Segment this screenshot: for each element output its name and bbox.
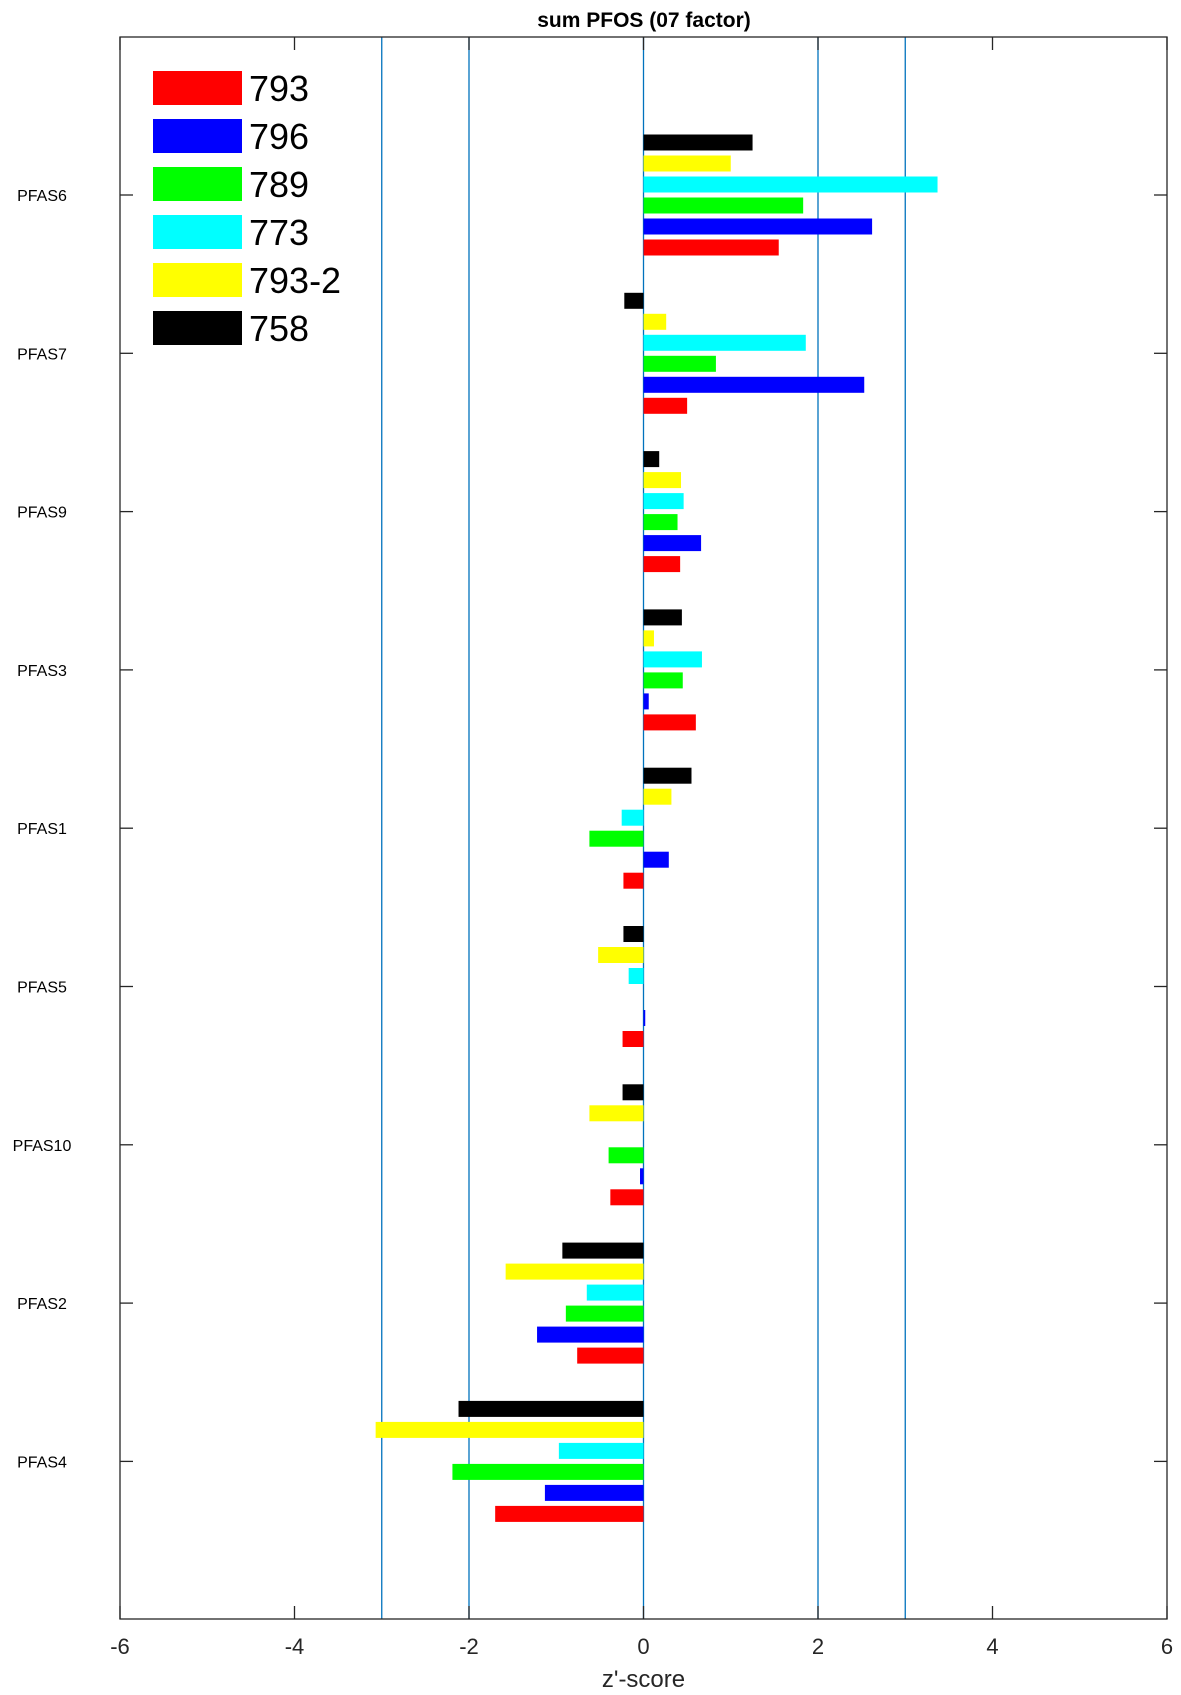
x-tick-label: 0 bbox=[637, 1634, 649, 1659]
bar bbox=[544, 1484, 644, 1501]
bar bbox=[628, 968, 644, 984]
bar bbox=[589, 830, 644, 847]
bar bbox=[643, 630, 654, 647]
y-tick-label: PFAS6 bbox=[17, 188, 67, 205]
bar bbox=[610, 1189, 644, 1206]
legend-swatch bbox=[153, 215, 242, 249]
bar bbox=[643, 334, 806, 351]
bar bbox=[623, 872, 644, 889]
bar bbox=[622, 1084, 644, 1101]
legend-label: 758 bbox=[249, 308, 309, 349]
bar bbox=[643, 788, 672, 805]
bar bbox=[537, 1326, 644, 1343]
bar bbox=[643, 556, 681, 573]
bar bbox=[643, 651, 702, 668]
bar bbox=[643, 197, 804, 214]
bar bbox=[643, 134, 753, 151]
bar bbox=[643, 714, 696, 731]
bar bbox=[495, 1505, 644, 1522]
legend-label: 773 bbox=[249, 212, 309, 253]
bar bbox=[643, 355, 716, 372]
bar bbox=[623, 926, 644, 942]
bar bbox=[458, 1400, 644, 1417]
y-tick-label: PFAS3 bbox=[17, 663, 67, 680]
x-tick-label: -2 bbox=[459, 1634, 479, 1659]
bar bbox=[589, 1105, 644, 1122]
legend-label: 789 bbox=[249, 164, 309, 205]
bar bbox=[643, 851, 669, 868]
bar bbox=[643, 155, 731, 172]
x-tick-label: -4 bbox=[285, 1634, 305, 1659]
legend-swatch bbox=[153, 119, 242, 153]
bar bbox=[643, 693, 649, 710]
bar bbox=[643, 472, 682, 489]
bar bbox=[643, 397, 688, 414]
bar bbox=[608, 1147, 644, 1164]
bar bbox=[643, 767, 692, 784]
bar bbox=[622, 1031, 644, 1047]
bar bbox=[640, 1168, 644, 1185]
bar bbox=[643, 239, 779, 256]
bar bbox=[643, 176, 938, 193]
bar bbox=[598, 947, 644, 963]
bar bbox=[643, 672, 683, 689]
y-tick-label: PFAS1 bbox=[17, 821, 67, 838]
bar bbox=[624, 292, 644, 309]
bar bbox=[643, 1010, 646, 1026]
x-tick-label: 6 bbox=[1161, 1634, 1173, 1659]
legend-label: 796 bbox=[249, 116, 309, 157]
legend-swatch bbox=[153, 71, 242, 105]
bar bbox=[643, 313, 667, 330]
bar bbox=[643, 609, 682, 626]
bar bbox=[643, 514, 678, 531]
bar bbox=[505, 1263, 644, 1280]
bar bbox=[452, 1463, 644, 1480]
legend-label: 793 bbox=[249, 68, 309, 109]
legend-swatch bbox=[153, 167, 242, 201]
y-tick-label: PFAS4 bbox=[17, 1454, 67, 1471]
bar bbox=[621, 809, 644, 826]
bar bbox=[558, 1442, 644, 1459]
x-axis-label: z'-score bbox=[602, 1666, 685, 1693]
bars bbox=[375, 134, 938, 1522]
y-tick-label: PFAS7 bbox=[17, 346, 67, 363]
bar bbox=[643, 451, 660, 468]
bar bbox=[586, 1284, 644, 1301]
bar bbox=[643, 376, 865, 393]
legend-swatch bbox=[153, 263, 242, 297]
x-tick-label: -6 bbox=[110, 1634, 130, 1659]
legend: 793 796 789 773 793-2 758 bbox=[153, 68, 341, 349]
bar bbox=[643, 218, 873, 235]
y-tick-label: PFAS2 bbox=[17, 1296, 67, 1313]
chart-title: sum PFOS (07 factor) bbox=[537, 9, 751, 32]
y-axis-tick-labels: PFAS6 PFAS7 PFAS9 PFAS3 PFAS1 PFAS5 PFAS10 PFAS… bbox=[13, 188, 72, 1471]
bar bbox=[565, 1305, 644, 1322]
x-tick-label: 4 bbox=[986, 1634, 998, 1659]
y-tick-label: PFAS9 bbox=[17, 505, 67, 522]
legend-label: 793-2 bbox=[249, 260, 341, 301]
y-tick-label: PFAS5 bbox=[17, 980, 67, 997]
bar bbox=[577, 1347, 644, 1364]
y-tick-label: PFAS10 bbox=[13, 1138, 72, 1155]
bar bbox=[375, 1421, 644, 1438]
bar bbox=[643, 535, 702, 552]
bar bbox=[643, 493, 684, 510]
x-axis-tick-labels: -6 -4 -2 0 2 4 6 bbox=[110, 1634, 1173, 1659]
axis-ticks bbox=[119, 37, 1168, 1619]
legend-swatch bbox=[153, 311, 242, 345]
x-tick-label: 2 bbox=[812, 1634, 824, 1659]
bar bbox=[562, 1242, 644, 1259]
